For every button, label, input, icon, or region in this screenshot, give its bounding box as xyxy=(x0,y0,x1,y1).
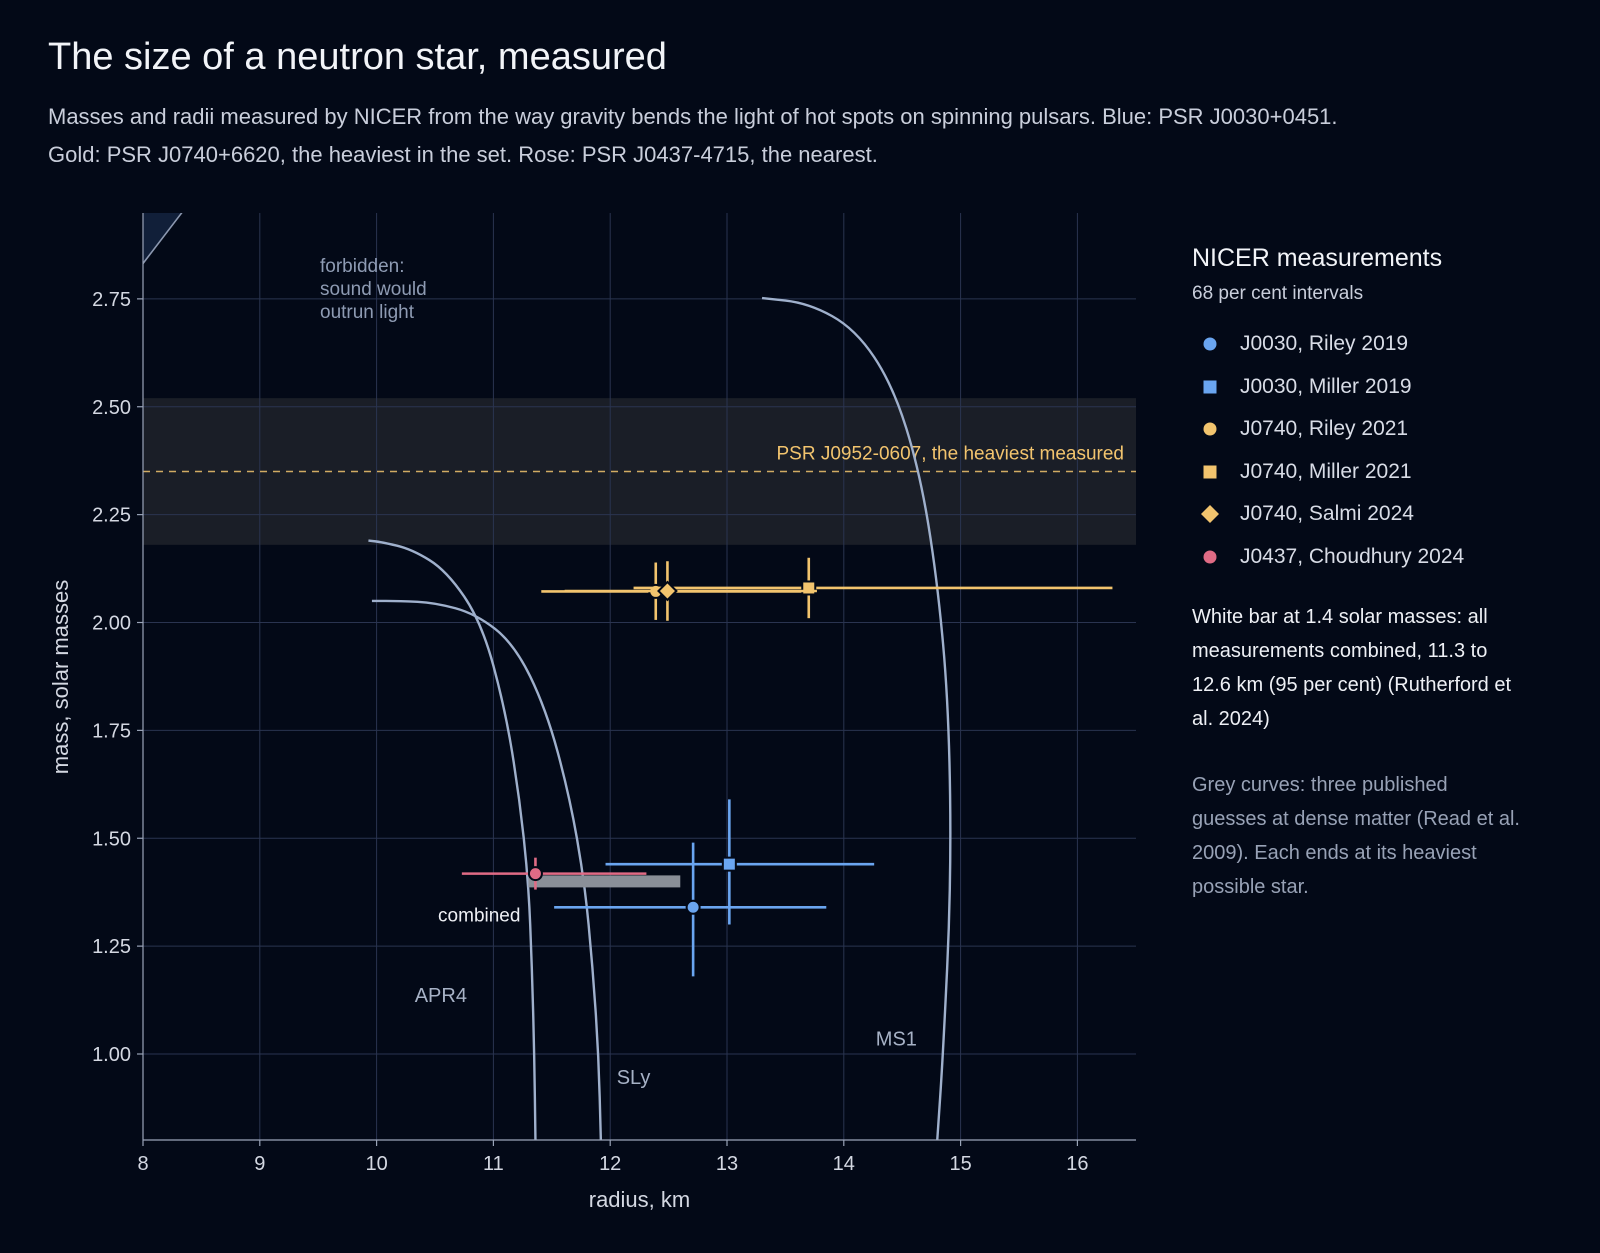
legend-item-label: J0740, Riley 2021 xyxy=(1240,417,1409,441)
y-axis-label: mass, solar masses xyxy=(48,580,73,774)
forbidden-label: sound would xyxy=(320,279,427,300)
measurement-j0030-riley-2019 xyxy=(554,842,827,977)
x-tick-label: 9 xyxy=(254,1153,265,1175)
legend-item-j0740-salmi-2024: J0740, Salmi 2024 xyxy=(1192,493,1522,536)
legend-item-label: J0030, Riley 2019 xyxy=(1240,332,1409,356)
circle-marker-icon xyxy=(1203,337,1217,351)
measurement-j0740-miller-2021 xyxy=(633,557,1113,619)
combined-note: White bar at 1.4 solar masses: all measu… xyxy=(1192,606,1512,730)
causality-line xyxy=(143,213,183,264)
measurement-j0437-choudhury-2024 xyxy=(461,857,647,890)
legend-item-j0437-choudhury-2024: J0437, Choudhury 2024 xyxy=(1192,536,1522,579)
legend-item-label: J0740, Salmi 2024 xyxy=(1240,502,1414,526)
subtitle-line-2: Gold: PSR J0740+6620, the heaviest in th… xyxy=(48,142,878,167)
legend-item-label: J0437, Choudhury 2024 xyxy=(1240,544,1465,568)
x-tick-label: 10 xyxy=(365,1153,387,1175)
y-tick-label: 1.25 xyxy=(92,936,131,958)
forbidden-label: forbidden: xyxy=(320,256,405,277)
y-tick-label: 1.75 xyxy=(92,720,131,742)
forbidden-label: outrun light xyxy=(320,302,415,323)
legend-marker-shape xyxy=(1203,422,1217,436)
legend-subtitle: 68 per cent intervals xyxy=(1192,283,1364,304)
eos-label-apr4: APR4 xyxy=(415,985,467,1007)
point-marker xyxy=(801,580,817,596)
legend: NICER measurements 68 per cent intervals… xyxy=(1192,244,1522,904)
chart-title: The size of a neutron star, measured xyxy=(48,36,667,78)
curves-note: Grey curves: three published guesses at … xyxy=(1192,774,1520,898)
y-tick-label: 2.00 xyxy=(92,613,131,635)
x-tick-label: 13 xyxy=(716,1153,738,1175)
combined-label: combined xyxy=(438,905,520,926)
legend-item-j0030-riley-2019: J0030, Riley 2019 xyxy=(1192,323,1522,366)
grid xyxy=(143,213,1136,1140)
heaviest-label: PSR J0952-0607, the heaviest measured xyxy=(777,443,1125,464)
x-tick-label: 11 xyxy=(483,1153,504,1175)
x-tick-label: 12 xyxy=(599,1153,621,1175)
point-marker xyxy=(657,580,678,602)
square-marker-icon xyxy=(1203,465,1217,479)
point-marker xyxy=(527,866,543,882)
eos-label-sly: SLy xyxy=(617,1067,651,1089)
legend-item-j0740-miller-2021: J0740, Miller 2021 xyxy=(1192,451,1522,494)
circle-marker-icon xyxy=(1203,550,1217,564)
legend-item-label: J0740, Miller 2021 xyxy=(1240,459,1412,483)
x-tick-label: 15 xyxy=(949,1153,971,1175)
x-tick-label: 14 xyxy=(833,1153,855,1175)
square-marker-icon xyxy=(1203,380,1217,394)
y-tick-label: 2.50 xyxy=(92,397,131,419)
legend-title: NICER measurements xyxy=(1192,244,1443,272)
circle-marker-icon xyxy=(1203,422,1217,436)
y-tick-label: 1.00 xyxy=(92,1044,131,1066)
measurement-j0030-miller-2019 xyxy=(605,799,875,925)
legend-marker-shape xyxy=(1203,465,1217,479)
point-marker xyxy=(721,856,737,872)
y-tick-label: 1.50 xyxy=(92,828,131,850)
legend-marker-shape xyxy=(1203,337,1217,351)
x-tick-label: 8 xyxy=(137,1153,148,1175)
legend-marker-shape xyxy=(1203,550,1217,564)
legend-item-j0740-riley-2021: J0740, Riley 2021 xyxy=(1192,408,1522,451)
legend-item-label: J0030, Miller 2019 xyxy=(1240,374,1412,398)
point-marker xyxy=(685,899,701,915)
eos-label-ms1: MS1 xyxy=(876,1028,917,1050)
subtitle-line-1: Masses and radii measured by NICER from … xyxy=(48,104,1338,129)
x-axis-label: radius, km xyxy=(589,1187,690,1212)
y-tick-label: 2.75 xyxy=(92,289,131,311)
eos-curve-ms1 xyxy=(761,296,952,1140)
eos-curve-apr4 xyxy=(368,539,537,1140)
legend-list: J0030, Riley 2019 J0030, Miller 2019 J0740… xyxy=(1192,323,1522,578)
x-tick-label: 16 xyxy=(1066,1153,1088,1175)
combined-bar xyxy=(528,875,681,888)
eos-curve-sly xyxy=(371,599,603,1140)
chart-subtitle: Masses and radii measured by NICER from … xyxy=(48,98,1498,174)
diamond-marker-icon xyxy=(1201,505,1219,524)
legend-item-j0030-miller-2019: J0030, Miller 2019 xyxy=(1192,366,1522,409)
legend-marker-shape xyxy=(1201,505,1219,524)
measurement-j0740-salmi-2024 xyxy=(564,561,817,621)
y-tick-label: 2.25 xyxy=(92,505,131,527)
legend-marker-shape xyxy=(1203,380,1217,394)
